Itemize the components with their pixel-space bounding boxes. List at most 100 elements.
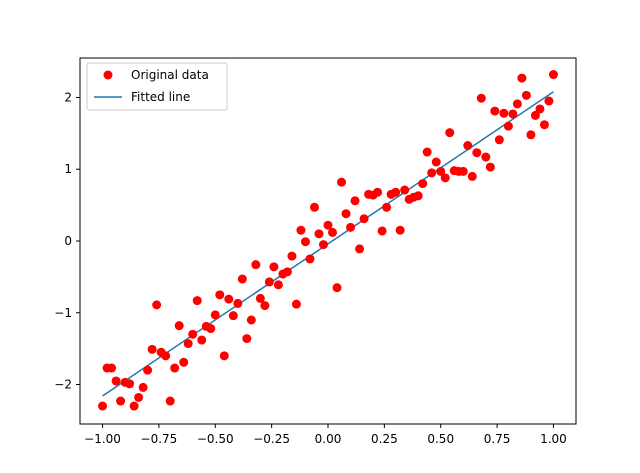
legend-label-fitted-line: Fitted line: [131, 90, 190, 104]
data-point: [305, 254, 315, 264]
y-tick-label: 1: [64, 162, 72, 176]
data-point: [332, 283, 342, 293]
data-point: [197, 335, 207, 345]
data-point: [111, 376, 121, 386]
data-point: [161, 351, 171, 361]
data-point: [147, 344, 157, 354]
data-point: [337, 177, 347, 187]
plot-area: [80, 58, 576, 424]
data-point: [287, 251, 297, 261]
data-point: [152, 300, 162, 310]
fitted-line: [102, 91, 554, 397]
data-point: [125, 379, 135, 389]
x-tick-label: 0.00: [315, 432, 342, 446]
data-point: [463, 141, 473, 151]
data-point: [494, 135, 504, 145]
data-point: [318, 240, 328, 250]
legend-box: [86, 62, 228, 111]
data-point: [431, 157, 441, 167]
data-point: [535, 104, 545, 114]
data-point: [210, 310, 220, 320]
data-point: [490, 106, 500, 116]
x-tick-label: 0.50: [427, 432, 454, 446]
data-point: [530, 110, 540, 120]
data-point: [508, 109, 518, 119]
x-tick-label: −0.25: [253, 432, 290, 446]
x-tick-label: 0.25: [371, 432, 398, 446]
data-point: [179, 357, 189, 367]
data-point: [377, 226, 387, 236]
data-point: [251, 260, 261, 270]
x-tick-label: −0.75: [141, 432, 178, 446]
data-point: [440, 173, 450, 183]
x-tick-label: 1.00: [540, 432, 567, 446]
x-tick-label: −0.50: [197, 432, 234, 446]
data-point: [400, 185, 410, 195]
data-point: [300, 237, 310, 247]
data-point: [165, 396, 175, 406]
legend-label-original-data: Original data: [131, 68, 209, 82]
data-point: [512, 99, 522, 109]
data-point: [458, 166, 468, 176]
data-point: [134, 392, 144, 402]
data-point: [314, 229, 324, 239]
data-points-layer: [98, 70, 558, 411]
data-point: [116, 396, 126, 406]
data-point: [485, 162, 495, 172]
data-point: [413, 191, 423, 201]
data-point: [309, 202, 319, 212]
data-point: [291, 299, 301, 309]
y-tick-label: 2: [64, 90, 72, 104]
y-tick-label: −1: [54, 306, 72, 320]
data-point: [341, 209, 351, 219]
data-point: [521, 90, 531, 100]
data-point: [264, 277, 274, 287]
data-point: [539, 120, 549, 130]
data-point: [170, 363, 180, 373]
data-point: [526, 130, 536, 140]
data-point: [192, 296, 202, 306]
data-point: [422, 147, 432, 157]
data-point: [228, 311, 238, 321]
y-tick-label: 0: [64, 234, 72, 248]
data-point: [237, 274, 247, 284]
data-point: [350, 196, 360, 206]
data-point: [143, 365, 153, 375]
data-point: [215, 290, 225, 300]
data-point: [481, 152, 491, 162]
data-point: [188, 329, 198, 339]
data-point: [355, 244, 365, 254]
data-point: [224, 294, 234, 304]
x-tick-label: 0.75: [484, 432, 511, 446]
data-point: [373, 187, 383, 197]
fitted-line-layer: [102, 91, 554, 397]
data-point: [472, 148, 482, 158]
data-point: [246, 315, 256, 325]
y-tick-label: −2: [54, 378, 72, 392]
data-point: [499, 108, 509, 118]
data-point: [138, 382, 148, 392]
data-point: [346, 222, 356, 232]
x-axis: −1.00 −0.75 −0.50 −0.25 0.00 0.25 0.50 0.75 1.00: [84, 424, 567, 446]
data-point: [323, 220, 333, 230]
data-point: [436, 166, 446, 176]
data-point: [467, 171, 477, 181]
data-point: [418, 179, 428, 189]
data-point: [219, 351, 229, 361]
data-point: [476, 93, 486, 103]
data-point: [544, 96, 554, 106]
data-point: [427, 168, 437, 178]
data-point: [183, 339, 193, 349]
data-point: [269, 262, 279, 272]
data-point: [107, 363, 117, 373]
legend: Original data Fitted line: [86, 62, 228, 111]
data-point: [98, 401, 108, 411]
data-point: [445, 128, 455, 138]
data-point: [255, 293, 265, 303]
legend-marker-original-data: [103, 70, 113, 80]
data-point: [260, 301, 270, 311]
x-tick-label: −1.00: [84, 432, 121, 446]
data-point: [328, 227, 338, 237]
data-point: [233, 298, 243, 308]
